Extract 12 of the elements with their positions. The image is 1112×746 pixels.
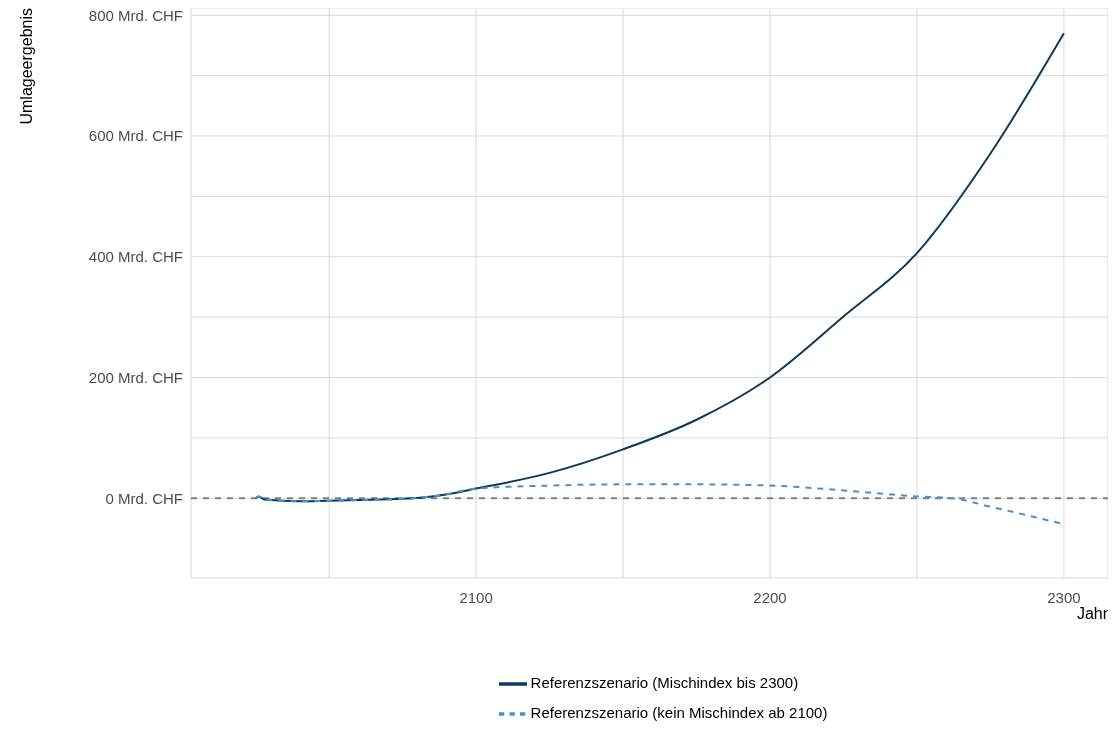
y-axis-title: Umlageergebnis	[18, 8, 35, 125]
y-tick-label: 800 Mrd. CHF	[88, 6, 183, 24]
y-tick-label: 600 Mrd. CHF	[88, 127, 183, 145]
y-tick-label: 0 Mrd. CHF	[105, 489, 183, 507]
x-tick-label: 2100	[459, 588, 493, 606]
legend-label: Referenzszenario (Mischindex bis 2300)	[530, 673, 799, 691]
x-tick-label: 2300	[1047, 588, 1081, 606]
x-axis-title: Jahr	[1076, 605, 1109, 623]
legend-label: Referenzszenario (kein Mischindex ab 2100)	[530, 703, 828, 721]
x-tick-label: 2200	[753, 588, 787, 606]
y-tick-label: 400 Mrd. CHF	[88, 248, 183, 266]
y-tick-label: 200 Mrd. CHF	[88, 368, 183, 386]
